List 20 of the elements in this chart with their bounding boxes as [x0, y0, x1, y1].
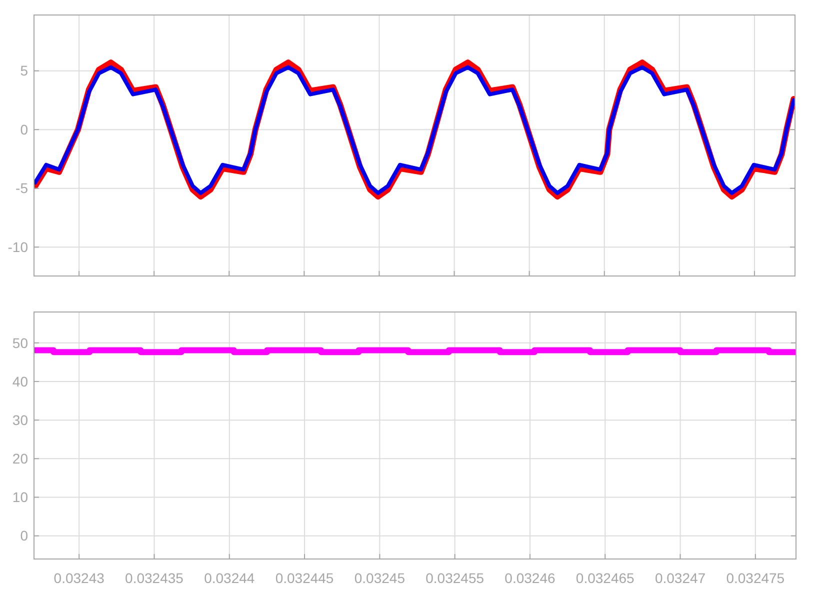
y-tick-label: 40 — [12, 373, 28, 390]
y-tick-label: 20 — [12, 450, 28, 467]
y-tick-label: 50 — [12, 334, 28, 351]
x-tick-label: 0.032435 — [125, 570, 184, 586]
y-tick-label: -5 — [16, 180, 28, 196]
x-tick-label: 0.03243 — [54, 570, 105, 586]
y-tick-label: 0 — [20, 121, 28, 138]
x-tick-label: 0.03245 — [354, 570, 406, 586]
x-tick-label: 0.03246 — [504, 570, 556, 586]
y-tick-label: 10 — [12, 489, 28, 506]
x-tick-label: 0.03247 — [654, 570, 706, 586]
y-tick-label: 5 — [20, 62, 28, 79]
x-tick-label: 0.032455 — [426, 570, 484, 586]
x-tick-label: 0.03244 — [204, 570, 255, 586]
x-tick-label: 0.032445 — [275, 570, 334, 586]
y-tick-label: 30 — [12, 412, 28, 428]
x-tick-label: 0.032465 — [576, 570, 635, 586]
x-tick-label: 0.032475 — [726, 570, 785, 586]
y-tick-label: 0 — [20, 528, 28, 544]
y-tick-label: -10 — [8, 238, 28, 255]
